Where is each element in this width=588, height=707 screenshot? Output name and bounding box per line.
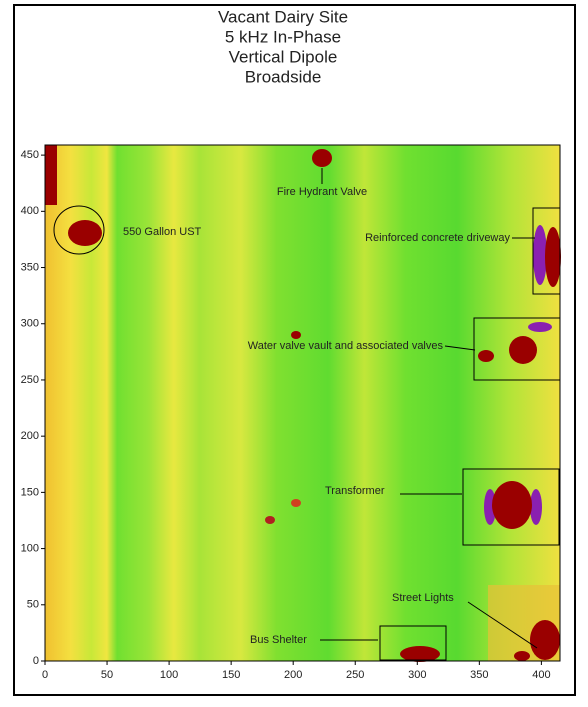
chart-title: Vacant Dairy Site: [218, 7, 348, 26]
y-tick-label: 400: [21, 205, 39, 217]
x-tick-label: 200: [284, 669, 302, 681]
x-tick-label: 300: [408, 669, 426, 681]
x-tick-label: 50: [101, 669, 113, 681]
x-tick-label: 150: [222, 669, 240, 681]
x-tick-label: 350: [470, 669, 488, 681]
y-tick-label: 250: [21, 374, 39, 386]
y-tick-label: 0: [33, 655, 39, 667]
x-tick-label: 0: [42, 669, 48, 681]
chart-title: Vertical Dipole: [229, 47, 338, 66]
annotation: Water valve vault and associated valves: [248, 340, 444, 352]
annotation: Street Lights: [392, 592, 454, 604]
y-tick-label: 450: [21, 149, 39, 161]
x-tick-label: 250: [346, 669, 364, 681]
heatmap-field: [45, 145, 560, 661]
annotation: Reinforced concrete driveway: [365, 232, 510, 244]
y-tick-label: 300: [21, 318, 39, 330]
chart-title: 5 kHz In-Phase: [225, 27, 341, 46]
y-tick-label: 350: [21, 261, 39, 273]
annotation: Bus Shelter: [250, 634, 307, 646]
x-tick-label: 100: [160, 669, 178, 681]
x-tick-label: 400: [532, 669, 550, 681]
y-tick-label: 50: [27, 599, 39, 611]
annotation: 550 Gallon UST: [123, 226, 202, 238]
y-tick-label: 150: [21, 486, 39, 498]
y-tick-label: 100: [21, 542, 39, 554]
chart-title: Broadside: [245, 67, 322, 86]
annotation: Transformer: [325, 485, 385, 497]
annotation: Fire Hydrant Valve: [277, 186, 367, 198]
y-tick-label: 200: [21, 430, 39, 442]
chart: Vacant Dairy Site5 kHz In-PhaseVertical …: [0, 0, 588, 702]
